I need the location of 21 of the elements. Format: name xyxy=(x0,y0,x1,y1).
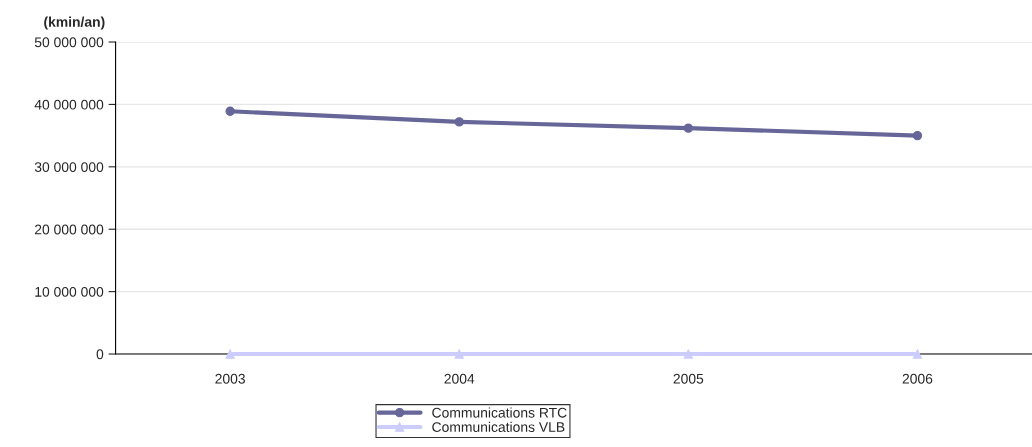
x-tick-label: 2006 xyxy=(902,373,933,384)
x-tick-label: 2003 xyxy=(215,373,245,384)
point xyxy=(683,123,694,133)
y-tick-label: 20 000 000 xyxy=(34,224,104,235)
point xyxy=(454,349,464,359)
x-tick-label: 2005 xyxy=(673,373,704,384)
point xyxy=(912,349,923,359)
point xyxy=(454,117,464,127)
x-tick-label: 2004 xyxy=(444,373,475,384)
legend-label: Communications RTC xyxy=(432,407,567,418)
y-tick-label: 50 000 000 xyxy=(34,37,104,48)
point xyxy=(912,130,923,141)
y-axis-title: (kmin/an) xyxy=(44,16,105,30)
y-tick-label: 0 xyxy=(96,349,104,360)
y-tick-label: 30 000 000 xyxy=(34,162,104,172)
legend-label: Communications VLB xyxy=(432,421,565,432)
y-tick-label: 10 000 000 xyxy=(35,286,104,297)
y-tick-label: 40 000 000 xyxy=(34,99,104,110)
point xyxy=(225,349,235,359)
point xyxy=(225,106,235,116)
point xyxy=(683,349,694,359)
